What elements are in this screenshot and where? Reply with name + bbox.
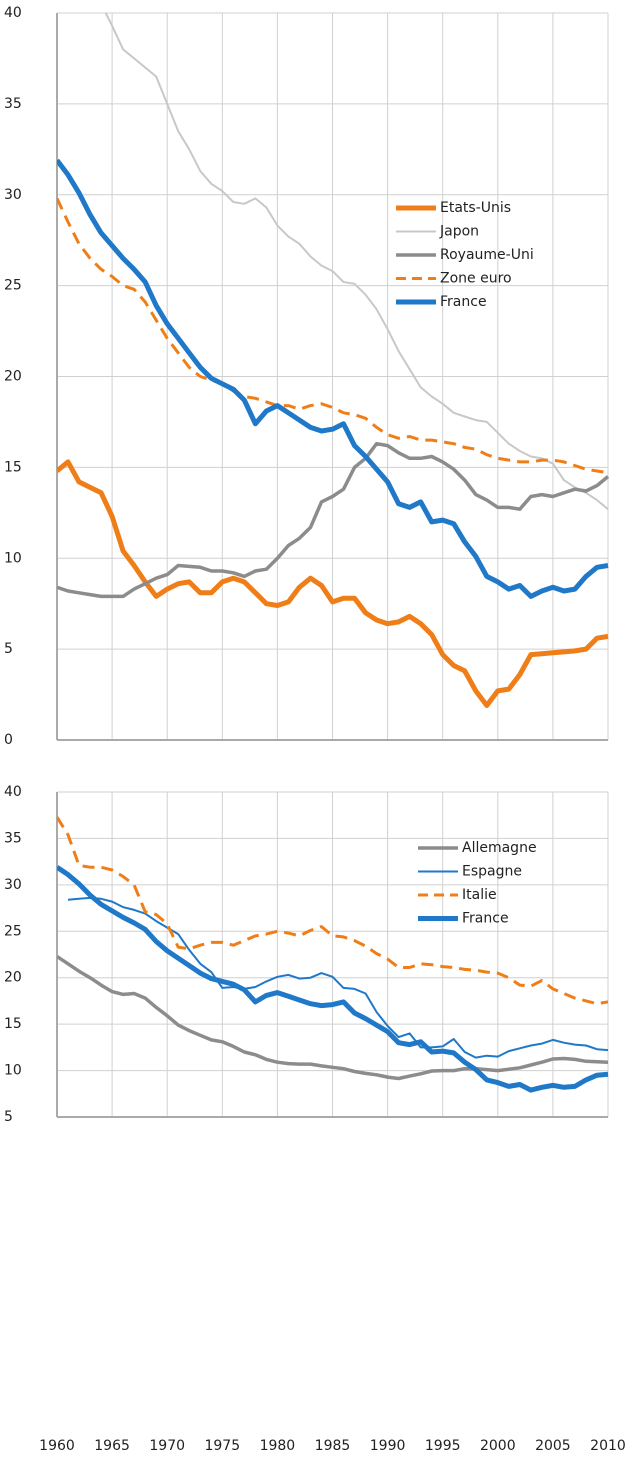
y-tick-label: 20 bbox=[4, 970, 22, 986]
legend-label: Espagne bbox=[462, 864, 522, 880]
x-tick-label: 1975 bbox=[204, 1438, 240, 1454]
x-tick-label: 2010 bbox=[590, 1438, 626, 1454]
legend-label: France bbox=[462, 911, 509, 927]
series-line bbox=[57, 459, 609, 708]
x-tick-label: 1965 bbox=[94, 1438, 130, 1454]
series-line bbox=[57, 954, 609, 1081]
y-tick-label: 30 bbox=[4, 877, 22, 893]
legend-label: Italie bbox=[462, 887, 497, 903]
series-line bbox=[57, 816, 609, 1006]
y-tick-label: 15 bbox=[4, 459, 22, 475]
x-tick-label: 1970 bbox=[149, 1438, 185, 1454]
legend-label: Royaume-Uni bbox=[440, 247, 534, 263]
series-line bbox=[67, 896, 609, 1059]
series-line bbox=[57, 441, 609, 599]
series-line bbox=[57, 158, 609, 599]
y-tick-label: 15 bbox=[4, 1016, 22, 1032]
series-line bbox=[104, 13, 609, 510]
x-tick-label: 1960 bbox=[39, 1438, 75, 1454]
x-tick-label: 1990 bbox=[370, 1438, 406, 1454]
y-tick-label: 0 bbox=[4, 732, 13, 748]
plot-area bbox=[57, 816, 609, 1093]
y-tick-label: 40 bbox=[4, 784, 22, 800]
y-tick-label: 25 bbox=[4, 923, 22, 939]
legend-label: Allemagne bbox=[462, 840, 537, 856]
legend-label: Etats-Unis bbox=[440, 200, 511, 216]
y-tick-label: 5 bbox=[4, 1109, 13, 1125]
x-tick-label: 1985 bbox=[315, 1438, 351, 1454]
plot-area bbox=[57, 13, 609, 708]
y-tick-label: 10 bbox=[4, 550, 22, 566]
y-tick-label: 25 bbox=[4, 278, 22, 294]
series-line bbox=[57, 865, 609, 1093]
legend-label: France bbox=[440, 294, 487, 310]
x-tick-label: 1980 bbox=[260, 1438, 296, 1454]
y-tick-label: 30 bbox=[4, 187, 22, 203]
x-tick-label: 2005 bbox=[535, 1438, 571, 1454]
y-tick-label: 35 bbox=[4, 96, 22, 112]
legend-label: Zone euro bbox=[440, 271, 512, 287]
y-tick-label: 20 bbox=[4, 369, 22, 385]
x-tick-label: 2000 bbox=[480, 1438, 516, 1454]
y-tick-label: 35 bbox=[4, 830, 22, 846]
y-tick-label: 5 bbox=[4, 641, 13, 657]
y-tick-label: 40 bbox=[4, 5, 22, 21]
y-tick-label: 10 bbox=[4, 1063, 22, 1079]
x-tick-label: 1995 bbox=[425, 1438, 461, 1454]
legend-label: Japon bbox=[439, 224, 479, 240]
